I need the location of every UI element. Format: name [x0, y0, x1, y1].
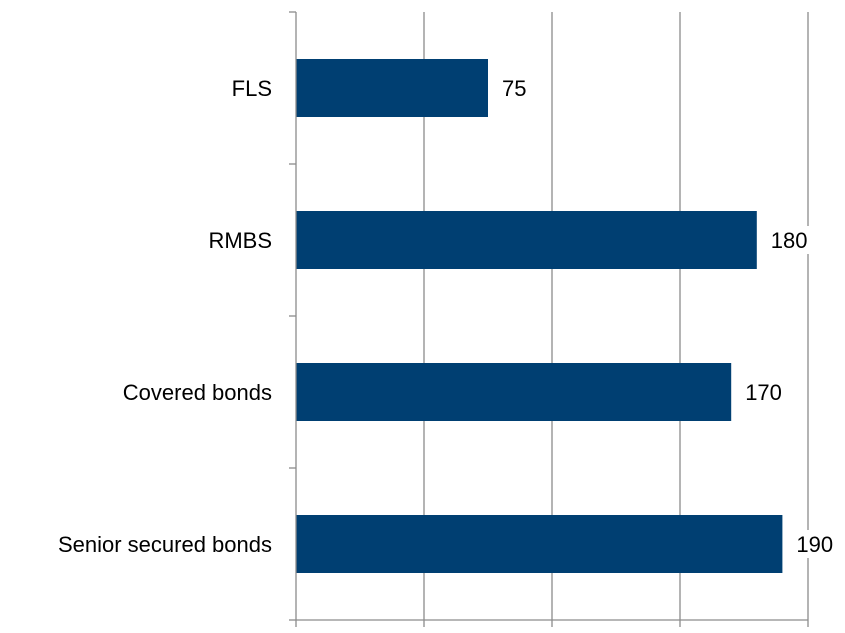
data-label-bg-covered-bonds — [742, 378, 786, 406]
axes — [289, 11, 809, 627]
category-label-covered-bonds: Covered bonds — [123, 380, 272, 405]
x-tick-label-50: 50 — [412, 631, 436, 633]
data-label-bg-senior-secured-bonds — [793, 530, 837, 558]
bar-rmbs — [296, 211, 757, 269]
x-tick-label-150: 150 — [662, 631, 699, 633]
labels: 0 50 100 150 200 FLS 75 RMBS 180 Covered bonds 170… — [58, 74, 837, 633]
data-label-bg-fls — [499, 74, 530, 102]
bar-fls — [296, 59, 488, 117]
x-tick-label-200: 200 — [790, 631, 827, 633]
category-label-rmbs: RMBS — [208, 228, 272, 253]
bar-covered-bonds — [296, 363, 732, 421]
bar-senior-secured-bonds — [296, 515, 783, 573]
data-label-senior-secured-bonds: 190 — [796, 532, 833, 557]
data-label-covered-bonds: 170 — [745, 380, 782, 405]
data-label-rmbs: 180 — [771, 228, 808, 253]
x-tick-label-0: 0 — [290, 631, 302, 633]
data-label-fls: 75 — [502, 76, 526, 101]
category-label-senior-secured-bonds: Senior secured bonds — [58, 532, 272, 557]
bars — [296, 59, 783, 573]
x-tick-label-100: 100 — [534, 631, 571, 633]
category-label-fls: FLS — [232, 76, 272, 101]
data-label-bg-rmbs — [767, 226, 812, 254]
